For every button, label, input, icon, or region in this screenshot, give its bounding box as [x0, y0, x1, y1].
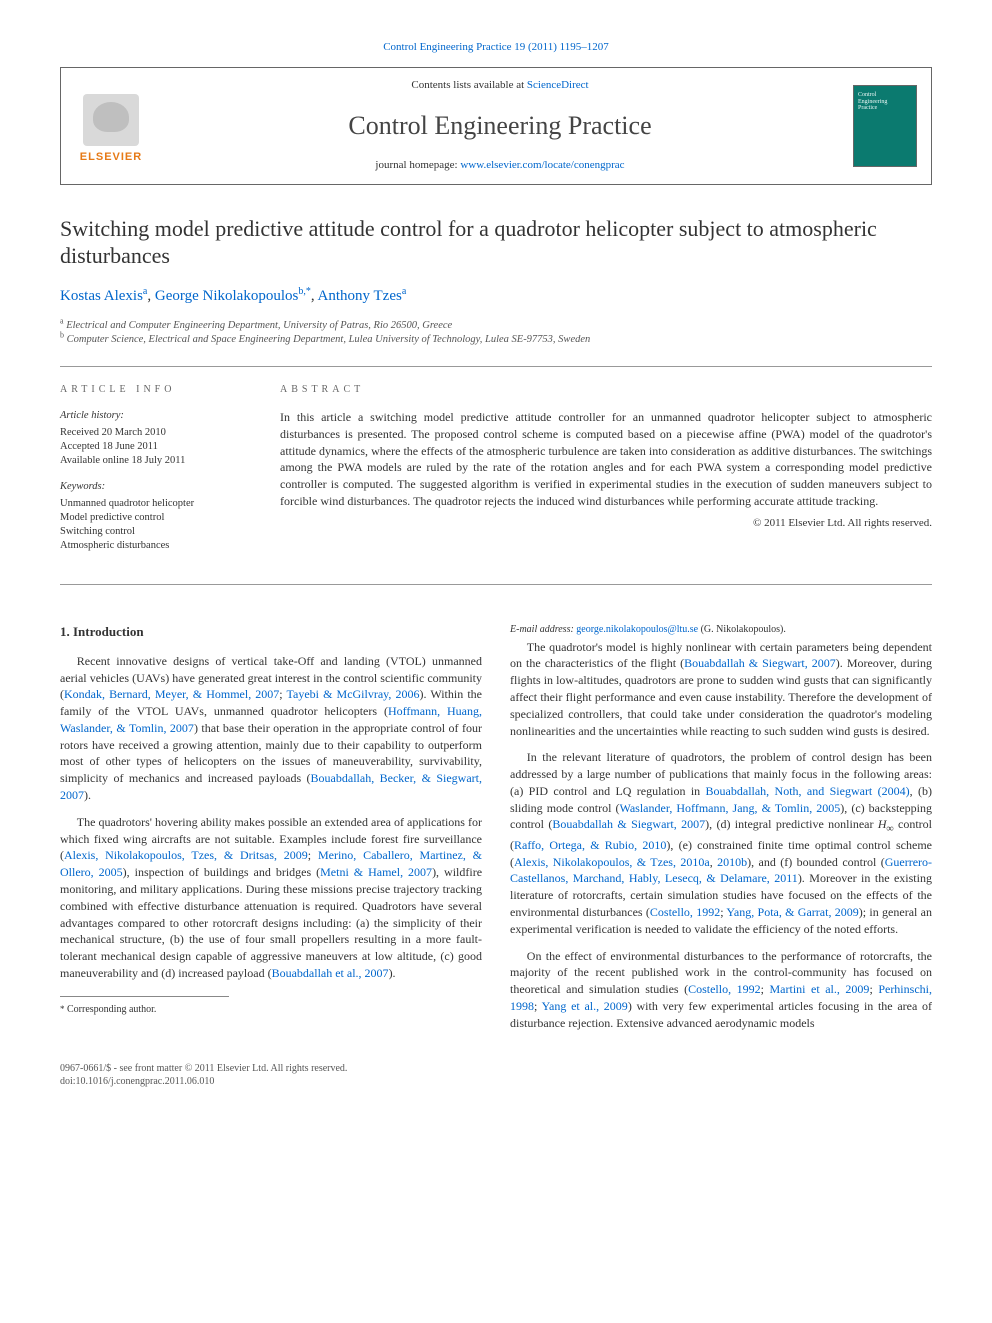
- affiliation-a: a Electrical and Computer Engineering De…: [60, 319, 932, 334]
- cover-line-1: Control: [858, 92, 912, 99]
- ref-bouabdallah-2007-b[interactable]: Bouabdallah et al., 2007: [272, 966, 389, 980]
- ref-bouabdallah-siegwart-2007-b[interactable]: Bouabdallah & Siegwart, 2007: [552, 817, 705, 831]
- masthead-center: Contents lists available at ScienceDirec…: [161, 78, 839, 173]
- history-label: Article history:: [60, 409, 250, 424]
- kw-3: Switching control: [60, 525, 250, 539]
- author-2[interactable]: George Nikolakopoulos: [155, 288, 298, 304]
- p2-d: ), wildfire monitoring, and military app…: [60, 865, 482, 980]
- homepage-line: journal homepage: www.elsevier.com/locat…: [161, 158, 839, 173]
- article-history-block: Article history: Received 20 March 2010 …: [60, 409, 250, 468]
- cover-line-3: Practice: [858, 105, 912, 112]
- corr-text: Corresponding author.: [65, 1004, 157, 1015]
- p4-d: ), (d) integral predictive nonlinear: [705, 817, 878, 831]
- article-info: article info Article history: Received 2…: [60, 383, 250, 566]
- ref-alexis-2010a[interactable]: Alexis, Nikolakopoulos, & Tzes, 2010a: [514, 855, 710, 869]
- sciencedirect-link[interactable]: ScienceDirect: [527, 79, 589, 91]
- page-footer: 0967-0661/$ - see front matter © 2011 El…: [60, 1062, 932, 1088]
- ref-yang-2009[interactable]: Yang, Pota, & Garrat, 2009: [726, 905, 858, 919]
- ref-bouabdallah-2004[interactable]: Bouabdallah, Noth, and Siegwart (2004): [706, 784, 910, 798]
- p2-e: ).: [389, 966, 396, 980]
- homepage-link[interactable]: www.elsevier.com/locate/conengprac: [460, 159, 624, 171]
- divider-bottom: [60, 584, 932, 585]
- p2-b: ;: [308, 848, 318, 862]
- kw-2: Model predictive control: [60, 511, 250, 525]
- affiliation-a-text: Electrical and Computer Engineering Depa…: [66, 320, 452, 331]
- ref-alexis-2010b[interactable]: 2010b: [717, 855, 747, 869]
- intro-p3: The quadrotor's model is highly nonlinea…: [510, 639, 932, 740]
- contents-prefix: Contents lists available at: [411, 79, 526, 91]
- p5-d: ;: [534, 999, 542, 1013]
- intro-p2: The quadrotors' hovering ability makes p…: [60, 814, 482, 982]
- contents-line: Contents lists available at ScienceDirec…: [161, 78, 839, 93]
- p2-c: ), inspection of buildings and bridges (: [123, 865, 321, 879]
- email-who: (G. Nikolakopoulos).: [698, 624, 786, 635]
- ref-raffo-2010[interactable]: Raffo, Ortega, & Rubio, 2010: [514, 838, 666, 852]
- journal-name: Control Engineering Practice: [161, 108, 839, 144]
- hinf-symbol: H∞: [878, 817, 894, 831]
- citation-link[interactable]: Control Engineering Practice 19 (2011) 1…: [383, 41, 609, 53]
- ref-martini-2009[interactable]: Martini et al., 2009: [770, 982, 870, 996]
- author-1[interactable]: Kostas Alexis: [60, 288, 143, 304]
- p1-e: ).: [84, 788, 91, 802]
- abstract: abstract In this article a switching mod…: [280, 383, 932, 566]
- ref-costello-1992-b[interactable]: Costello, 1992: [688, 982, 761, 996]
- ref-yang-2009-b[interactable]: Yang et al., 2009: [542, 999, 628, 1013]
- email-label: E-mail address:: [510, 624, 576, 635]
- citation-header: Control Engineering Practice 19 (2011) 1…: [60, 40, 932, 55]
- history-accepted: Accepted 18 June 2011: [60, 440, 250, 454]
- author-2-aff[interactable]: b,: [298, 286, 306, 297]
- history-online: Available online 18 July 2011: [60, 454, 250, 468]
- elsevier-wordmark: ELSEVIER: [80, 150, 142, 165]
- email-link[interactable]: george.nikolakopoulos@ltu.se: [576, 624, 698, 635]
- elsevier-logo: ELSEVIER: [75, 87, 147, 165]
- p1-b: ;: [279, 687, 286, 701]
- ref-bouabdallah-siegwart-2007[interactable]: Bouabdallah & Siegwart, 2007: [684, 656, 836, 670]
- history-received: Received 20 March 2010: [60, 426, 250, 440]
- journal-masthead: ELSEVIER Contents lists available at Sci…: [60, 67, 932, 184]
- section-1-heading: 1. Introduction: [60, 623, 482, 641]
- affiliation-b-text: Computer Science, Electrical and Space E…: [67, 334, 591, 345]
- p4-g: ,: [710, 855, 717, 869]
- footnote-email: E-mail address: george.nikolakopoulos@lt…: [510, 623, 932, 637]
- ref-waslander-2005[interactable]: Waslander, Hoffmann, Jang, & Tomlin, 200…: [619, 801, 840, 815]
- keywords-label: Keywords:: [60, 480, 250, 495]
- homepage-prefix: journal homepage:: [375, 159, 460, 171]
- journal-cover-thumb: Control Engineering Practice: [853, 85, 917, 167]
- affiliation-b: b Computer Science, Electrical and Space…: [60, 333, 932, 348]
- author-3-aff[interactable]: a: [402, 286, 406, 297]
- p5-c: ;: [869, 982, 878, 996]
- abstract-heading: abstract: [280, 383, 932, 397]
- elsevier-tree-icon: [83, 94, 139, 146]
- info-abstract-row: article info Article history: Received 2…: [60, 367, 932, 584]
- footnote-corresponding: * Corresponding author.: [60, 1003, 482, 1017]
- ref-tayebi-2006[interactable]: Tayebi & McGilvray, 2006: [287, 687, 420, 701]
- kw-4: Atmospheric disturbances: [60, 539, 250, 553]
- ref-costello-1992[interactable]: Costello, 1992: [650, 905, 720, 919]
- keywords-block: Keywords: Unmanned quadrotor helicopter …: [60, 480, 250, 553]
- footer-line-1: 0967-0661/$ - see front matter © 2011 El…: [60, 1062, 932, 1075]
- ref-alexis-2009[interactable]: Alexis, Nikolakopoulos, Tzes, & Dritsas,…: [64, 848, 308, 862]
- article-title: Switching model predictive attitude cont…: [60, 215, 932, 270]
- intro-p1: Recent innovative designs of vertical ta…: [60, 653, 482, 804]
- p4-h: ), and (f) bounded control (: [747, 855, 885, 869]
- ref-metni-2007[interactable]: Metni & Hamel, 2007: [320, 865, 432, 879]
- author-list: Kostas Alexisa, George Nikolakopoulosb,*…: [60, 286, 932, 307]
- abstract-copyright: © 2011 Elsevier Ltd. All rights reserved…: [280, 516, 932, 531]
- intro-p5: On the effect of environmental disturban…: [510, 948, 932, 1032]
- kw-1: Unmanned quadrotor helicopter: [60, 497, 250, 511]
- cover-line-2: Engineering: [858, 99, 912, 106]
- intro-p4: In the relevant literature of quadrotors…: [510, 749, 932, 937]
- affiliations: a Electrical and Computer Engineering De…: [60, 319, 932, 348]
- ref-kondak-2007[interactable]: Kondak, Bernard, Meyer, & Hommel, 2007: [64, 687, 279, 701]
- body-text: 1. Introduction Recent innovative design…: [60, 623, 932, 1032]
- p5-b: ;: [761, 982, 770, 996]
- author-2-corr[interactable]: *: [306, 286, 311, 297]
- abstract-body: In this article a switching model predic…: [280, 409, 932, 510]
- article-info-heading: article info: [60, 383, 250, 397]
- author-3[interactable]: Anthony Tzes: [318, 288, 402, 304]
- footnote-divider: [60, 996, 229, 997]
- author-1-aff[interactable]: a: [143, 286, 147, 297]
- footer-line-2: doi:10.1016/j.conengprac.2011.06.010: [60, 1075, 932, 1088]
